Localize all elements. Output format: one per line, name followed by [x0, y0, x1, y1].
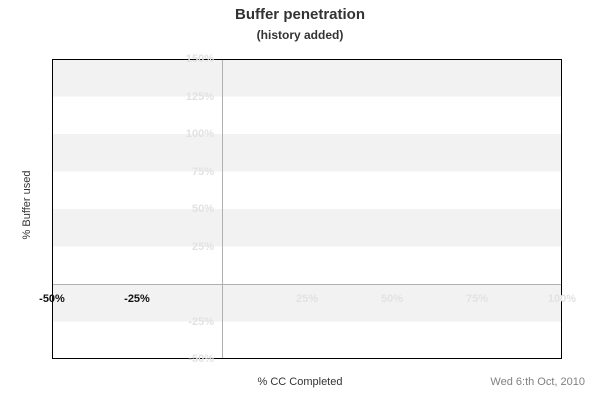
plot-area: 150% 125% 100% 75% 50% 25% -25% -50% -50% -25% 25%… — [39, 53, 576, 365]
zero-y-gridline — [52, 283, 562, 285]
x-tick-label: 75% — [465, 293, 489, 305]
y-tick-label: 150% — [185, 53, 214, 65]
zero-x-gridline — [221, 59, 223, 359]
y-tick-label: 25% — [191, 240, 214, 253]
y-tick-label: 75% — [191, 165, 214, 178]
y-tick-label: 125% — [185, 90, 214, 103]
x-tick-label: 100% — [547, 293, 577, 305]
x-tick-label: -50% — [39, 293, 65, 305]
chart-subtitle: (history added) — [256, 28, 344, 42]
plot-border — [52, 59, 562, 359]
x-axis-title: % CC Completed — [257, 376, 343, 388]
x-tick-label: 25% — [295, 293, 319, 305]
y-tick-label: 50% — [191, 203, 214, 215]
x-tick-label: 50% — [380, 293, 404, 305]
y-tick-label: -50% — [188, 353, 214, 365]
y-axis-title: % Buffer used — [21, 170, 33, 240]
date-stamp: Wed 6:th Oct, 2010 — [490, 376, 585, 388]
x-tick-label: -25% — [124, 293, 150, 305]
y-tick-label: -25% — [188, 315, 214, 328]
chart-title: Buffer penetration — [234, 6, 365, 23]
band-stripes — [52, 59, 562, 359]
y-tick-label: 100% — [185, 128, 214, 140]
